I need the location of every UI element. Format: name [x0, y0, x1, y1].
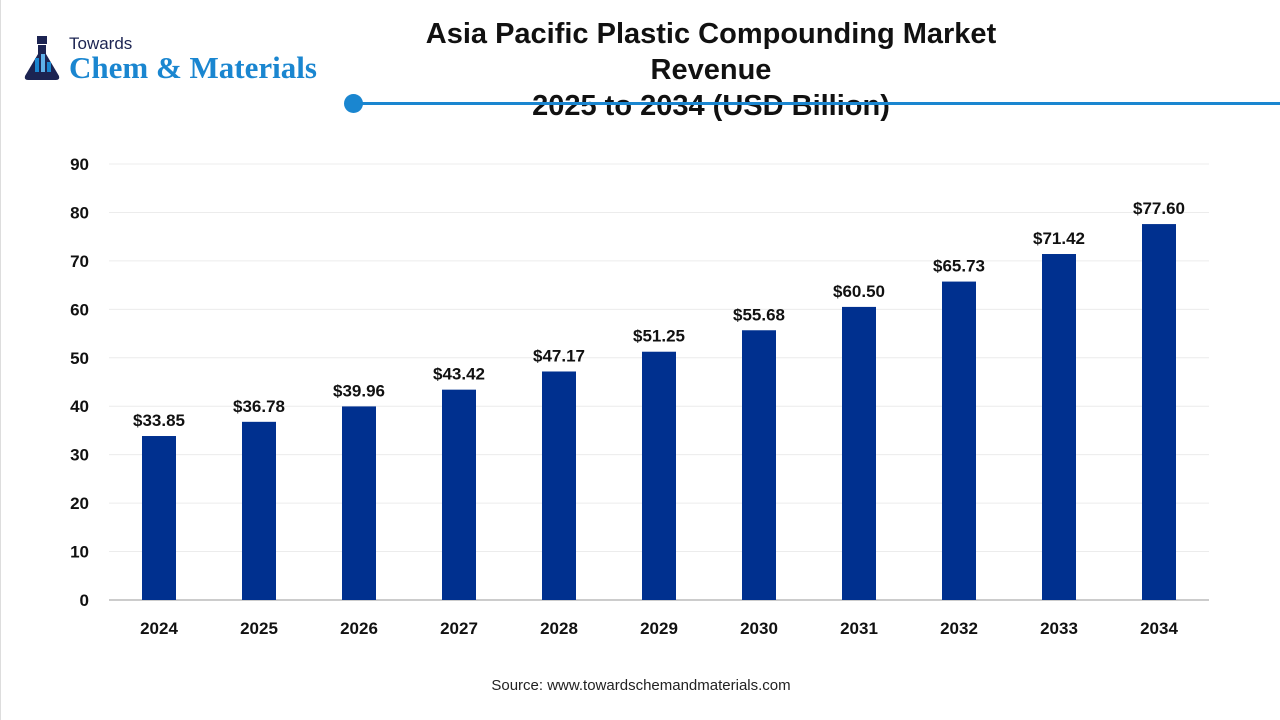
- bar-2027: [442, 389, 476, 600]
- chart-title: Asia Pacific Plastic Compounding Market …: [381, 16, 1041, 124]
- y-tick-label: 70: [70, 252, 89, 271]
- x-tick-label: 2024: [140, 619, 178, 638]
- x-tick-label: 2030: [740, 619, 778, 638]
- bar-2029: [642, 351, 676, 600]
- x-tick-label: 2031: [840, 619, 878, 638]
- logo-chem-materials: Chem & Materials: [69, 50, 317, 85]
- data-label: $47.17: [533, 346, 585, 365]
- bar-2030: [742, 330, 776, 600]
- data-label: $33.85: [133, 411, 185, 430]
- x-tick-label: 2032: [940, 619, 978, 638]
- data-label: $55.68: [733, 305, 785, 324]
- x-tick-label: 2034: [1140, 619, 1178, 638]
- chart-title-line1: Asia Pacific Plastic Compounding Market …: [425, 18, 997, 86]
- bar-2026: [342, 406, 376, 600]
- y-tick-label: 30: [70, 446, 89, 465]
- data-label: $71.42: [1033, 229, 1085, 248]
- y-tick-label: 60: [70, 300, 89, 319]
- bar-2025: [242, 421, 276, 600]
- bar-2034: [1142, 224, 1176, 600]
- x-tick-label: 2033: [1040, 619, 1078, 638]
- y-tick-label: 90: [70, 155, 89, 174]
- x-tick-label: 2025: [240, 619, 278, 638]
- source-note: Source: www.towardschemandmaterials.com: [491, 677, 791, 694]
- x-tick-label: 2027: [440, 619, 478, 638]
- bar-2033: [1042, 254, 1076, 601]
- data-label: $39.96: [333, 381, 385, 400]
- y-tick-label: 80: [70, 203, 89, 222]
- chart-title-line2: 2025 to 2034 (USD Billion): [532, 90, 890, 122]
- y-tick-label: 0: [80, 591, 89, 610]
- title-divider-dot: [344, 94, 363, 113]
- bar-2032: [942, 281, 976, 600]
- x-tick-label: 2028: [540, 619, 578, 638]
- y-tick-label: 20: [70, 494, 89, 513]
- bar-2031: [842, 306, 876, 600]
- data-label: $60.50: [833, 282, 885, 301]
- y-tick-label: 10: [70, 543, 89, 562]
- flask-icon: [24, 36, 60, 80]
- data-label: $65.73: [933, 257, 985, 276]
- bar-2028: [542, 371, 576, 600]
- data-label: $36.78: [233, 397, 285, 416]
- logo-towards: Towards: [69, 34, 133, 53]
- title-divider: [353, 102, 1280, 105]
- data-label: $77.60: [1133, 199, 1185, 218]
- data-label: $51.25: [633, 327, 685, 346]
- logo: Towards Chem & Materials: [23, 34, 343, 85]
- bar-2024: [142, 436, 176, 600]
- y-tick-label: 40: [70, 397, 89, 416]
- data-label: $43.42: [433, 365, 485, 384]
- x-tick-label: 2029: [640, 619, 678, 638]
- y-tick-label: 50: [70, 349, 89, 368]
- x-tick-label: 2026: [340, 619, 378, 638]
